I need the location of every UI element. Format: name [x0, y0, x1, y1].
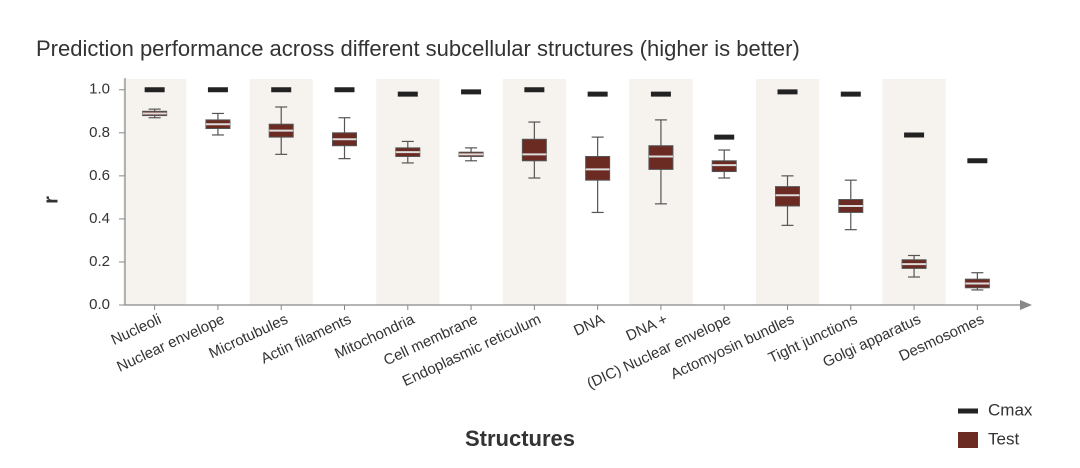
x-tick-label: Nuclear envelope — [114, 311, 227, 376]
x-axis-label: Structures — [465, 426, 575, 451]
legend-swatch — [958, 432, 978, 448]
y-tick-label: 0.6 — [89, 167, 110, 184]
y-tick-label: 0.2 — [89, 253, 110, 270]
column-shading — [123, 79, 946, 305]
box — [521, 138, 547, 162]
box — [648, 145, 674, 170]
y-tick-label: 1.0 — [89, 81, 110, 98]
legend-label: Cmax — [988, 400, 1033, 419]
chart-title: Prediction performance across different … — [36, 36, 800, 61]
y-tick-label: 0.8 — [89, 124, 110, 141]
x-tick-label: DNA — [571, 311, 607, 340]
column-band — [376, 79, 440, 305]
legend-label: Test — [988, 429, 1019, 448]
y-tick-label: 0.0 — [89, 296, 110, 313]
y-axis-label: r — [40, 196, 62, 204]
box — [585, 155, 611, 181]
x-axis-arrow — [1020, 300, 1032, 310]
y-tick-label: 0.4 — [89, 210, 110, 227]
box — [711, 160, 737, 173]
column-band — [502, 79, 566, 305]
box — [775, 186, 800, 207]
